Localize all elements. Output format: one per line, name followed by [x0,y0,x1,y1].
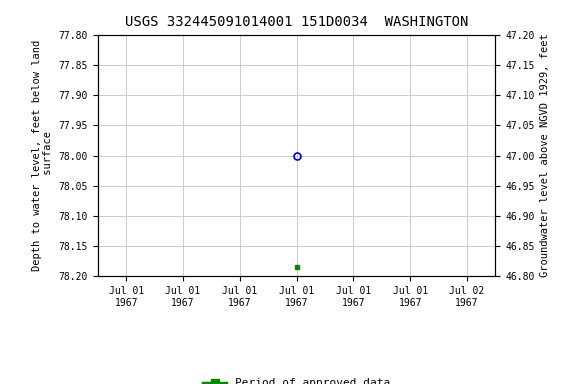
Y-axis label: Depth to water level, feet below land
 surface: Depth to water level, feet below land su… [32,40,53,271]
Legend: Period of approved data: Period of approved data [199,374,394,384]
Y-axis label: Groundwater level above NGVD 1929, feet: Groundwater level above NGVD 1929, feet [540,34,550,277]
Title: USGS 332445091014001 151D0034  WASHINGTON: USGS 332445091014001 151D0034 WASHINGTON [125,15,468,29]
